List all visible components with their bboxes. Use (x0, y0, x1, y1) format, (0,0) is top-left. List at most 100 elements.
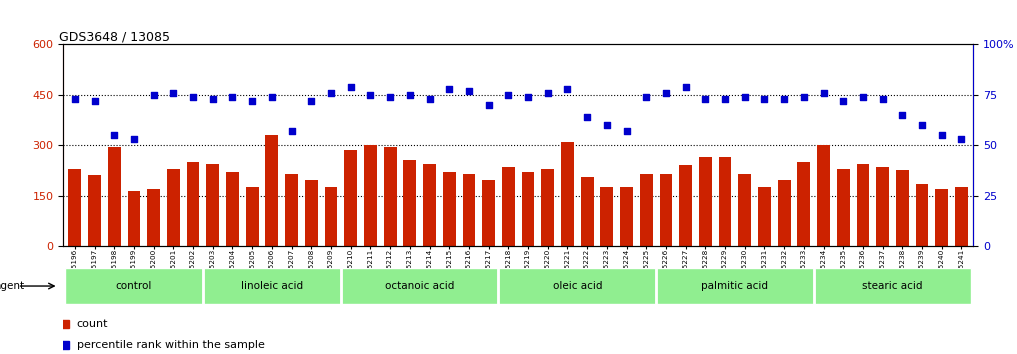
Text: agent: agent (0, 281, 24, 291)
Point (480, 102, 496, 108)
Point (126, 136, 142, 142)
Point (914, 122, 931, 128)
Bar (226, 172, 239, 246)
Bar (640, 174, 653, 246)
Text: GDS3648 / 13085: GDS3648 / 13085 (59, 30, 170, 43)
Bar (203, 268, 341, 304)
Bar (498, 268, 656, 304)
Bar (404, 160, 416, 246)
Bar (522, 172, 534, 246)
Bar (127, 190, 140, 246)
Point (559, 86, 576, 91)
Bar (167, 169, 180, 246)
Bar (345, 150, 357, 246)
Point (303, 98, 319, 104)
Point (421, 96, 437, 102)
Point (599, 122, 615, 128)
Bar (837, 169, 849, 246)
Bar (955, 187, 968, 246)
Bar (442, 172, 456, 246)
Bar (502, 167, 515, 246)
Bar (147, 189, 160, 246)
Bar (88, 175, 101, 246)
Bar (541, 169, 554, 246)
Bar (936, 189, 948, 246)
Point (322, 90, 339, 96)
Bar (187, 162, 199, 246)
Bar (600, 187, 613, 246)
Point (225, 94, 241, 99)
Point (658, 90, 674, 96)
Bar (423, 164, 436, 246)
Bar (719, 157, 731, 246)
Point (894, 112, 910, 118)
Bar (383, 147, 397, 246)
Bar (246, 187, 258, 246)
Point (500, 92, 517, 97)
Point (736, 94, 753, 99)
Bar (797, 162, 811, 246)
Bar (679, 165, 692, 246)
Text: linoleic acid: linoleic acid (241, 281, 303, 291)
Point (382, 94, 399, 99)
Point (244, 98, 260, 104)
Bar (463, 174, 475, 246)
Point (343, 84, 359, 90)
Bar (915, 184, 929, 246)
Point (579, 114, 595, 120)
Point (263, 94, 280, 99)
Text: count: count (76, 319, 108, 329)
Point (757, 96, 773, 102)
Point (520, 94, 536, 99)
Point (185, 94, 201, 99)
Bar (206, 164, 220, 246)
Text: stearic acid: stearic acid (862, 281, 922, 291)
Bar (324, 187, 338, 246)
Bar (482, 181, 495, 246)
Bar (620, 187, 633, 246)
Point (86, 98, 103, 104)
Point (934, 132, 950, 138)
Point (677, 84, 694, 90)
Bar (341, 268, 498, 304)
Bar (65, 268, 203, 304)
Point (855, 94, 872, 99)
Text: oleic acid: oleic acid (552, 281, 602, 291)
Text: palmitic acid: palmitic acid (702, 281, 769, 291)
Bar (877, 167, 889, 246)
Point (835, 98, 851, 104)
Point (816, 90, 832, 96)
Bar (561, 142, 574, 246)
Point (717, 96, 733, 102)
Point (402, 92, 418, 97)
Point (875, 96, 891, 102)
Bar (68, 169, 81, 246)
Point (441, 86, 458, 91)
Bar (108, 147, 121, 246)
Text: control: control (116, 281, 153, 291)
Bar (364, 145, 377, 246)
Point (638, 94, 654, 99)
Bar (758, 187, 771, 246)
Point (953, 136, 969, 142)
Bar (581, 177, 594, 246)
Bar (738, 174, 752, 246)
Bar (659, 174, 672, 246)
Point (284, 128, 300, 134)
Point (165, 90, 181, 96)
Point (145, 92, 162, 97)
Point (362, 92, 378, 97)
Point (618, 128, 635, 134)
Bar (265, 135, 279, 246)
Bar (814, 268, 971, 304)
Bar (817, 145, 830, 246)
Point (776, 96, 792, 102)
Point (67, 96, 83, 102)
Point (461, 88, 477, 93)
Bar (856, 164, 870, 246)
Point (204, 96, 221, 102)
Point (698, 96, 714, 102)
Text: percentile rank within the sample: percentile rank within the sample (76, 340, 264, 350)
Bar (285, 174, 298, 246)
Bar (778, 181, 790, 246)
